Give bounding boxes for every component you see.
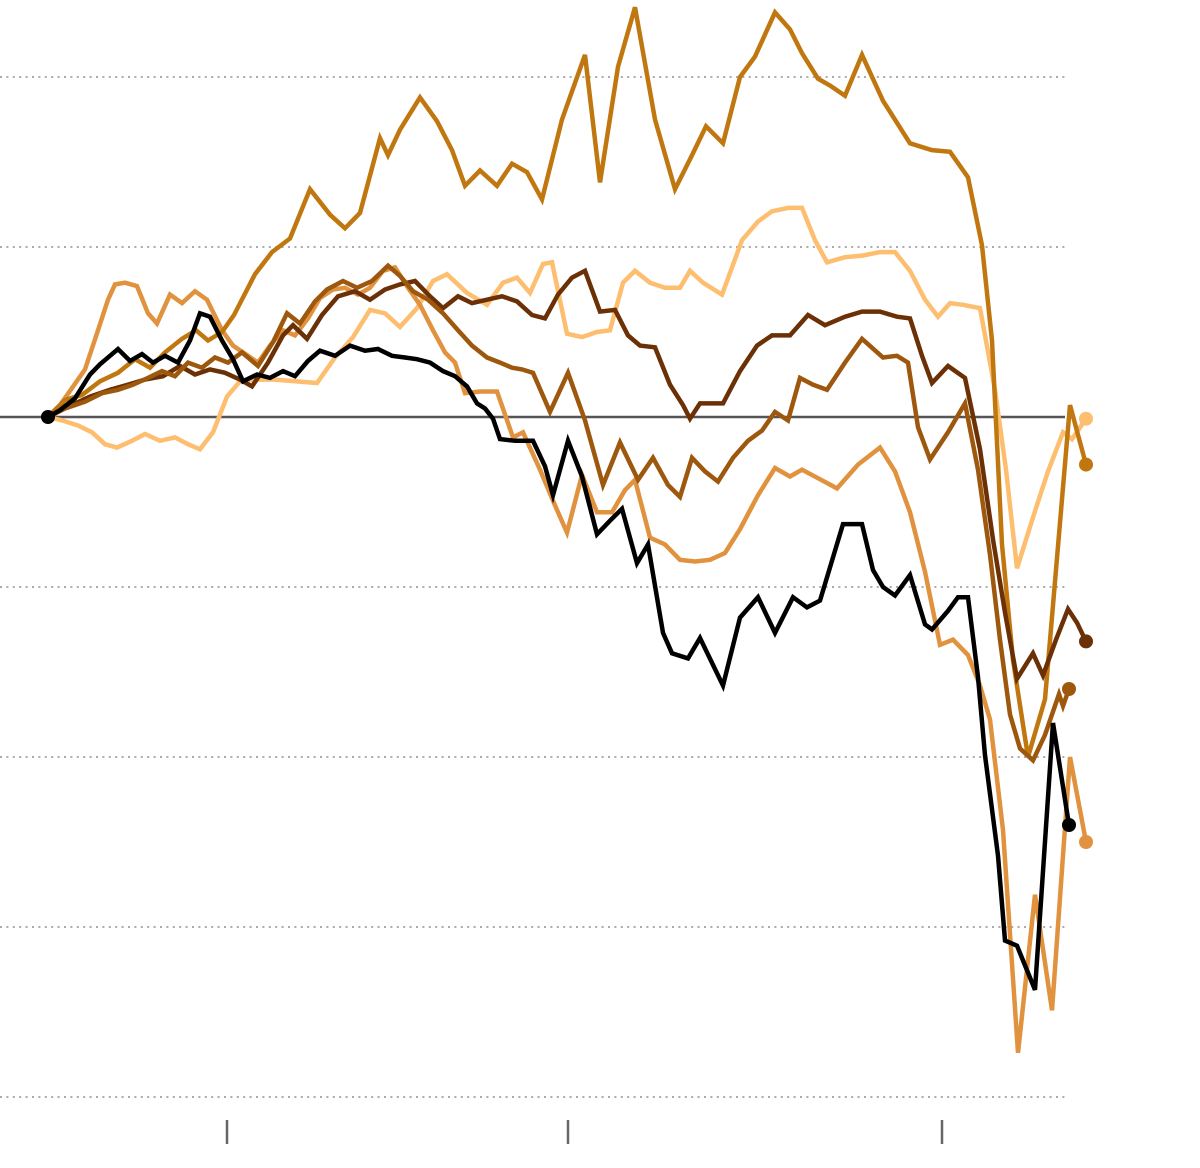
x-ticks-group (225, 1120, 944, 1144)
end-dot-series-ochre (1079, 457, 1093, 472)
start-dot (41, 410, 55, 424)
line-series-lightest-orange (47, 205, 1088, 569)
end-dot-series-orange (1079, 835, 1093, 849)
series-lines-group (46, 6, 1089, 1054)
line-series-orange (46, 264, 1089, 1054)
line-series-dark-maroon (46, 267, 1089, 685)
gridlines-group (0, 76, 1065, 1098)
end-dot-series-dark-maroon (1079, 634, 1093, 649)
line-series-ochre (46, 6, 1089, 758)
end-dot-series-lightest-orange (1079, 411, 1093, 426)
endpoint-dots-group (41, 410, 1093, 849)
line-series-black (46, 310, 1072, 991)
end-dot-series-black (1062, 818, 1076, 832)
line-series-brown (46, 262, 1072, 765)
end-dot-series-brown (1062, 682, 1076, 696)
